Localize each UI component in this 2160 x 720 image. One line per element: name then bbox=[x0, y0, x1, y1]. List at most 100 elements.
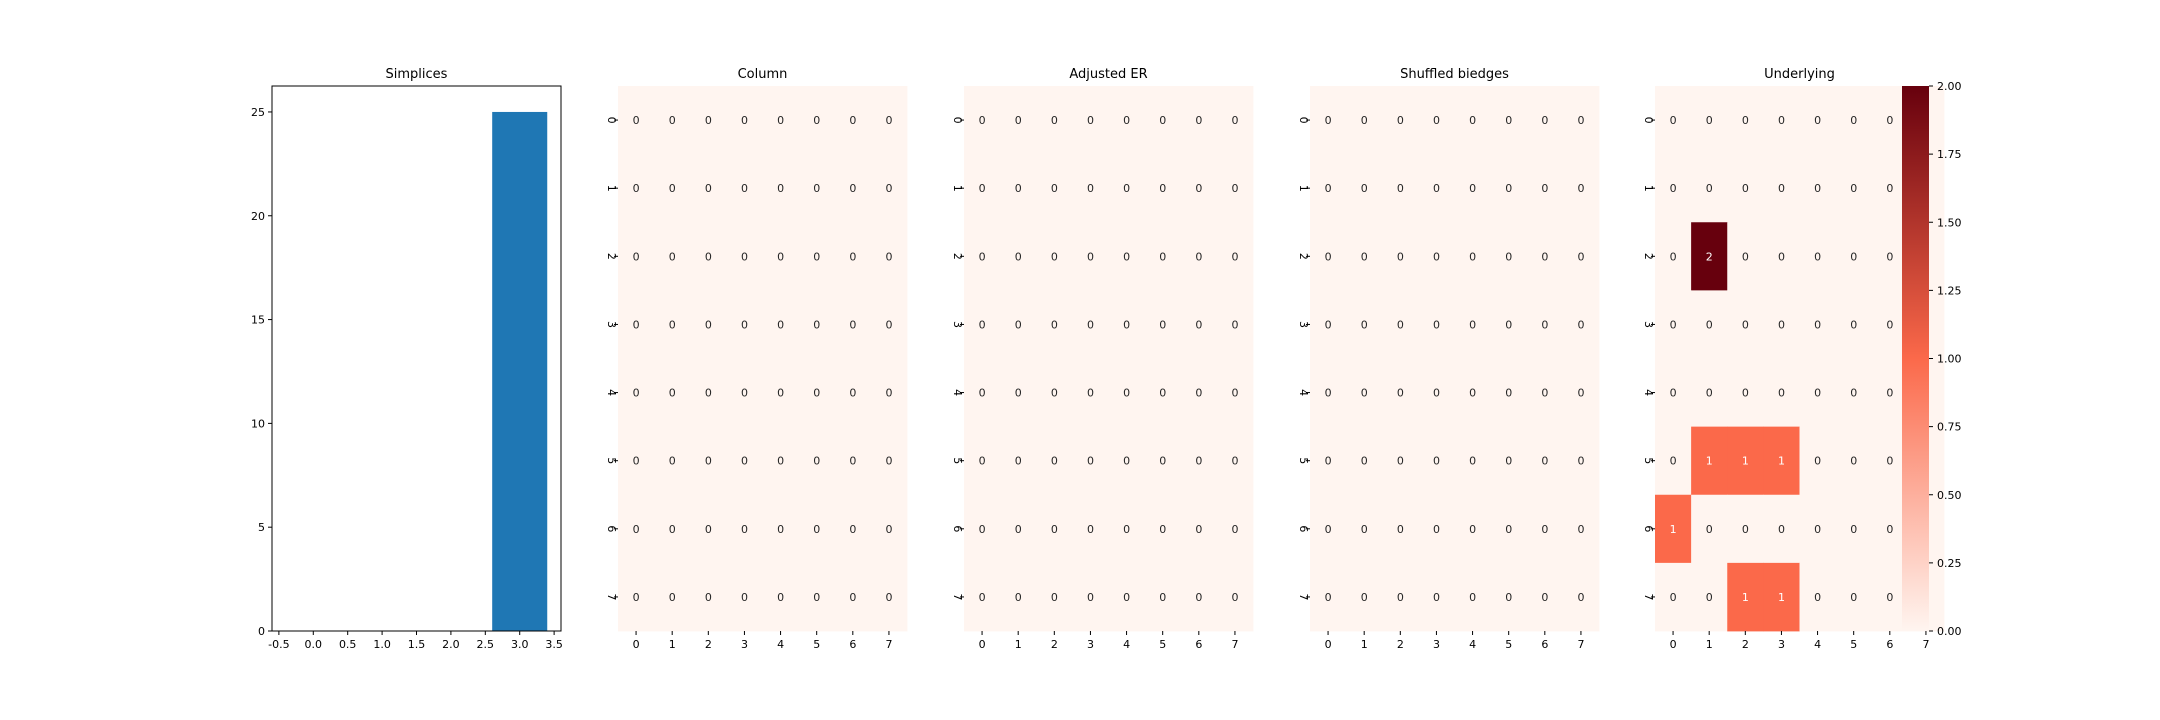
cell-value-label: 0 bbox=[1577, 455, 1584, 468]
heatmap-cell bbox=[726, 290, 763, 359]
cell-value-label: 0 bbox=[1051, 523, 1058, 536]
heatmap-title: Shuffled biedges bbox=[1400, 67, 1509, 82]
cell-value-label: 0 bbox=[1015, 523, 1022, 536]
cell-value-label: 0 bbox=[705, 318, 712, 331]
cell-value-label: 0 bbox=[1886, 114, 1893, 127]
heatmap-cell bbox=[1799, 358, 1837, 428]
heatmap-cell bbox=[1216, 562, 1254, 632]
heatmap-cell bbox=[964, 154, 1001, 223]
cell-value-label: 0 bbox=[1015, 591, 1022, 604]
heatmap-cell bbox=[654, 562, 691, 632]
heatmap-cell bbox=[1763, 562, 1800, 632]
cell-value-label: 0 bbox=[1469, 523, 1476, 536]
heatmap-cell bbox=[1418, 562, 1455, 632]
cell-value-label: 0 bbox=[1397, 318, 1404, 331]
heatmap-cell bbox=[1216, 494, 1254, 564]
heatmap-cell bbox=[1346, 426, 1383, 496]
heatmap-cell bbox=[870, 494, 908, 564]
x-tick-label: 4 bbox=[1814, 638, 1821, 651]
cell-value-label: 0 bbox=[1087, 387, 1094, 400]
heatmap-cell bbox=[1180, 494, 1218, 564]
heatmap-cell bbox=[1346, 290, 1383, 359]
heatmap-cell bbox=[1526, 358, 1564, 428]
heatmap-cell bbox=[1382, 494, 1419, 564]
cell-value-label: 0 bbox=[669, 318, 676, 331]
colorbar-scale bbox=[1902, 86, 1929, 631]
cell-value-label: 0 bbox=[1325, 523, 1332, 536]
heatmap-cell bbox=[1216, 358, 1254, 428]
heatmap-cell bbox=[1727, 154, 1764, 223]
heatmap-cell bbox=[1310, 358, 1347, 428]
colorbar-tick-label: 0.00 bbox=[1937, 625, 1962, 638]
cell-value-label: 0 bbox=[1159, 250, 1166, 263]
y-tick-label: 10 bbox=[251, 417, 265, 430]
heatmap-cell bbox=[798, 358, 836, 428]
heatmap-cell bbox=[1108, 154, 1146, 223]
cell-value-label: 0 bbox=[633, 387, 640, 400]
cell-value-label: 0 bbox=[1123, 387, 1130, 400]
cell-value-label: 0 bbox=[1505, 250, 1512, 263]
heatmap-cell bbox=[1835, 154, 1873, 223]
heatmap-cell bbox=[1310, 562, 1347, 632]
heatmap-cell bbox=[1000, 426, 1037, 496]
cell-value-label: 0 bbox=[1850, 114, 1857, 127]
y-tick-label: 3 bbox=[951, 321, 964, 328]
cell-value-label: 0 bbox=[777, 591, 784, 604]
cell-value-label: 0 bbox=[1706, 591, 1713, 604]
x-tick-label: 2 bbox=[1397, 638, 1404, 651]
heatmap-cell bbox=[1144, 290, 1182, 359]
heatmap-cell bbox=[1490, 562, 1528, 632]
y-tick-label: 1 bbox=[951, 185, 964, 192]
heatmap-cell bbox=[762, 222, 800, 291]
heatmap-cell bbox=[1382, 222, 1419, 291]
y-tick-label: 7 bbox=[1297, 593, 1310, 600]
y-tick-label: 2 bbox=[1642, 253, 1655, 260]
cell-value-label: 0 bbox=[705, 455, 712, 468]
cell-value-label: 0 bbox=[849, 387, 856, 400]
heatmap-cell bbox=[964, 86, 1001, 155]
x-tick-label: 2.5 bbox=[477, 638, 495, 651]
cell-value-label: 0 bbox=[1469, 182, 1476, 195]
heatmap-cell bbox=[1454, 494, 1492, 564]
heatmap-cell bbox=[654, 426, 691, 496]
y-tick-label: 6 bbox=[605, 525, 618, 532]
shuffled-biedges-heatmap: Shuffled biedges 0 0 0 0 0 0 0 0 0 0 0 0 0 0 0 0 0 0 0 0 0 0 0 0… bbox=[1297, 67, 1600, 651]
cell-value-label: 0 bbox=[849, 523, 856, 536]
heatmap-cell bbox=[1691, 494, 1728, 564]
cell-value-label: 0 bbox=[1361, 182, 1368, 195]
x-tick-label: 5 bbox=[1850, 638, 1857, 651]
heatmap-cell bbox=[1000, 154, 1037, 223]
cell-value-label: 0 bbox=[1361, 387, 1368, 400]
heatmap-cell bbox=[834, 290, 872, 359]
heatmap-cell bbox=[726, 494, 763, 564]
y-tick-label: 1 bbox=[605, 185, 618, 192]
heatmap-cell bbox=[1000, 86, 1037, 155]
cell-value-label: 0 bbox=[1778, 318, 1785, 331]
cell-value-label: 0 bbox=[1742, 182, 1749, 195]
heatmap-cell bbox=[1763, 494, 1800, 564]
heatmap-cell bbox=[1727, 426, 1764, 496]
heatmap-cell bbox=[762, 358, 800, 428]
cell-value-label: 0 bbox=[1541, 455, 1548, 468]
heatmap-cell bbox=[1144, 154, 1182, 223]
heatmap-cell bbox=[1562, 222, 1600, 291]
cell-value-label: 0 bbox=[1433, 318, 1440, 331]
cell-value-label: 0 bbox=[1742, 523, 1749, 536]
cell-value-label: 0 bbox=[1469, 318, 1476, 331]
cell-value-label: 0 bbox=[849, 318, 856, 331]
colorbar-tick-label: 1.00 bbox=[1937, 353, 1962, 366]
heatmap-cell bbox=[1526, 222, 1564, 291]
heatmap-cell bbox=[1108, 222, 1146, 291]
x-tick-label: -0.5 bbox=[268, 638, 289, 651]
heatmap-cell bbox=[1000, 222, 1037, 291]
cell-value-label: 0 bbox=[1015, 455, 1022, 468]
heatmap-cell bbox=[1727, 562, 1764, 632]
heatmap-cell bbox=[618, 222, 655, 291]
cell-value-label: 0 bbox=[1159, 182, 1166, 195]
cell-value-label: 0 bbox=[1051, 455, 1058, 468]
y-tick-label: 7 bbox=[605, 593, 618, 600]
heatmap-cell bbox=[618, 494, 655, 564]
cell-value-label: 0 bbox=[1814, 523, 1821, 536]
heatmap-cell bbox=[1000, 290, 1037, 359]
heatmap-cell bbox=[1655, 358, 1692, 428]
